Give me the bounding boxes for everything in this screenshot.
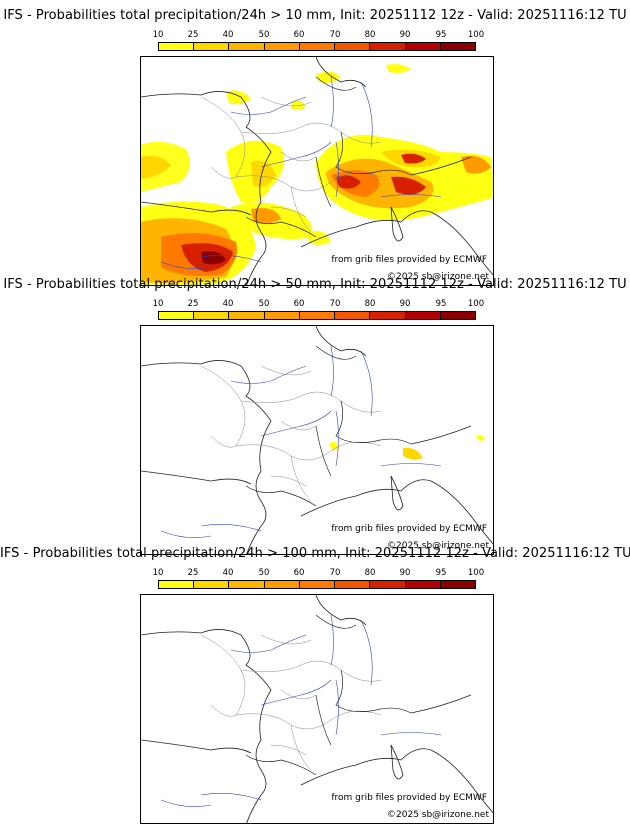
scale-swatch — [229, 312, 265, 319]
scale-swatch — [194, 581, 230, 588]
scale-tick: 40 — [222, 568, 234, 578]
panel-50mm: IFS - Probabilities total precipitation/… — [0, 277, 630, 555]
scale-tick: 100 — [467, 299, 485, 309]
scale-tick: 60 — [293, 30, 305, 40]
credit-source: from grib files provided by ECMWF — [331, 524, 487, 534]
scale-tick: 95 — [435, 568, 447, 578]
scale-tick: 70 — [329, 299, 341, 309]
scale-bar — [158, 42, 476, 51]
credit-copyright: ©2025 sb@irizone.net — [387, 272, 489, 282]
scale-swatch — [299, 581, 336, 588]
scale-tick: 50 — [258, 568, 270, 578]
scale-tick: 25 — [187, 30, 199, 40]
scale-tick: 95 — [435, 299, 447, 309]
scale-tick: 90 — [399, 299, 411, 309]
scale-swatch — [335, 43, 371, 50]
scale-swatch — [194, 312, 230, 319]
color-scale: 10 25 40 50 60 70 80 90 95 100 — [153, 299, 485, 320]
map-100mm: from grib files provided by ECMWF ©2025 … — [140, 594, 494, 824]
scale-swatch — [370, 581, 406, 588]
scale-tick: 95 — [435, 30, 447, 40]
precip-field: north-atlantic Spain, central-south Fran… — [141, 64, 493, 285]
map-50mm: south-east France, north-west Italy from… — [140, 325, 494, 555]
scale-swatch — [159, 43, 195, 50]
scale-tick: 80 — [364, 568, 376, 578]
scale-tick: 80 — [364, 299, 376, 309]
scale-tick: 50 — [258, 299, 270, 309]
scale-swatch — [335, 312, 371, 319]
scale-swatch — [370, 312, 406, 319]
scale-ticks: 10 25 40 50 60 70 80 90 95 100 — [153, 30, 485, 42]
scale-swatch — [299, 312, 336, 319]
scale-swatch — [159, 581, 195, 588]
scale-tick: 60 — [293, 568, 305, 578]
scale-tick: 25 — [187, 568, 199, 578]
scale-swatch — [405, 43, 441, 50]
scale-tick: 70 — [329, 30, 341, 40]
scale-swatch — [159, 312, 195, 319]
scale-tick: 40 — [222, 30, 234, 40]
scale-bar — [158, 311, 476, 320]
map-10mm: north-atlantic Spain, central-south Fran… — [140, 56, 494, 286]
panel-title: IFS - Probabilities total precipitation/… — [3, 8, 627, 23]
scale-swatch — [440, 581, 475, 588]
credit-source: from grib files provided by ECMWF — [331, 793, 487, 803]
scale-bar — [158, 580, 476, 589]
scale-tick: 60 — [293, 299, 305, 309]
scale-tick: 100 — [467, 568, 485, 578]
scale-tick: 10 — [152, 299, 164, 309]
scale-tick: 100 — [467, 30, 485, 40]
color-scale: 10 25 40 50 60 70 80 90 95 100 — [153, 568, 485, 589]
scale-tick: 50 — [258, 30, 270, 40]
scale-tick: 10 — [152, 30, 164, 40]
panel-100mm: IFS - Probabilities total precipitation/… — [0, 546, 630, 824]
scale-swatch — [264, 312, 300, 319]
scale-tick: 90 — [399, 30, 411, 40]
scale-tick: 90 — [399, 568, 411, 578]
scale-swatch — [405, 312, 441, 319]
panel-10mm: IFS - Probabilities total precipitation/… — [0, 8, 630, 286]
scale-ticks: 10 25 40 50 60 70 80 90 95 100 — [153, 568, 485, 580]
scale-swatch — [440, 312, 475, 319]
scale-tick: 80 — [364, 30, 376, 40]
scale-swatch — [264, 43, 300, 50]
scale-swatch — [264, 581, 300, 588]
credit-source: from grib files provided by ECMWF — [331, 255, 487, 265]
scale-swatch — [335, 581, 371, 588]
panel-title: IFS - Probabilities total precipitation/… — [0, 546, 630, 561]
scale-ticks: 10 25 40 50 60 70 80 90 95 100 — [153, 299, 485, 311]
scale-swatch — [299, 43, 336, 50]
precip-field: south-east France, north-west Italy — [329, 435, 485, 460]
scale-tick: 70 — [329, 568, 341, 578]
color-scale: 10 25 40 50 60 70 80 90 95 100 — [153, 30, 485, 51]
scale-swatch — [405, 581, 441, 588]
scale-swatch — [370, 43, 406, 50]
credit-copyright: ©2025 sb@irizone.net — [387, 810, 489, 820]
scale-swatch — [440, 43, 475, 50]
scale-tick: 25 — [187, 299, 199, 309]
scale-swatch — [229, 43, 265, 50]
credit-copyright: ©2025 sb@irizone.net — [387, 541, 489, 551]
scale-swatch — [194, 43, 230, 50]
scale-swatch — [229, 581, 265, 588]
scale-tick: 10 — [152, 568, 164, 578]
panel-title: IFS - Probabilities total precipitation/… — [3, 277, 627, 292]
scale-tick: 40 — [222, 299, 234, 309]
